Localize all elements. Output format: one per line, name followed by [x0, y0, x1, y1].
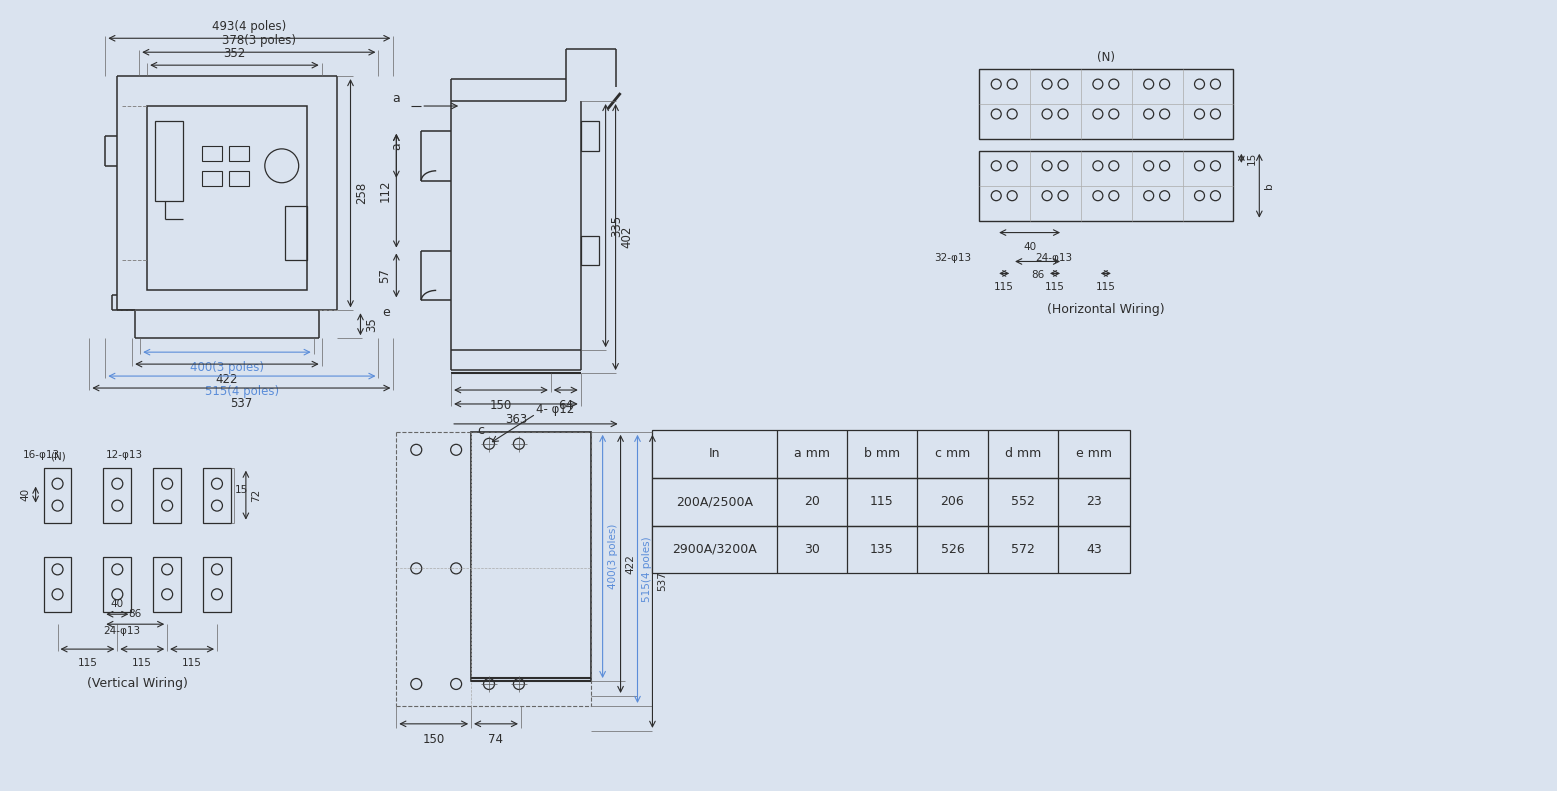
Text: 2900A/3200A: 2900A/3200A	[673, 543, 757, 556]
Text: 12-φ13: 12-φ13	[106, 450, 143, 460]
Text: 35: 35	[366, 317, 378, 331]
Bar	[202, 558, 230, 612]
Text: 200A/2500A: 200A/2500A	[676, 495, 754, 508]
Text: c mm: c mm	[934, 447, 970, 460]
Text: 15: 15	[235, 485, 248, 494]
Text: 400(3 poles): 400(3 poles)	[607, 524, 618, 589]
Text: 86: 86	[1031, 271, 1045, 281]
Text: e: e	[383, 306, 391, 319]
Text: 422: 422	[216, 373, 238, 386]
Text: 537: 537	[230, 397, 252, 410]
Text: 30: 30	[803, 543, 821, 556]
Bar	[44, 467, 72, 523]
Bar	[285, 206, 307, 260]
Text: a: a	[389, 142, 403, 149]
Text: 115: 115	[870, 495, 894, 508]
Text: 115: 115	[1096, 282, 1116, 293]
Text: 526: 526	[940, 543, 964, 556]
Text: 24-φ13: 24-φ13	[1035, 253, 1073, 263]
Text: 206: 206	[940, 495, 964, 508]
Text: 40: 40	[20, 488, 31, 501]
Text: a: a	[392, 92, 400, 104]
Text: a mm: a mm	[794, 447, 830, 460]
Bar	[229, 146, 249, 161]
Text: 57: 57	[378, 268, 391, 283]
Bar	[581, 236, 598, 266]
Text: 115: 115	[78, 658, 98, 668]
Text: 378(3 poles): 378(3 poles)	[221, 34, 296, 47]
Text: 32-φ13: 32-φ13	[934, 253, 972, 263]
Bar	[581, 121, 598, 151]
Bar	[229, 171, 249, 186]
Text: 402: 402	[621, 226, 634, 248]
Text: b: b	[1264, 183, 1274, 189]
Text: 150: 150	[422, 732, 445, 746]
Text: 74: 74	[489, 732, 503, 746]
Text: 64: 64	[559, 399, 573, 412]
Bar	[103, 558, 131, 612]
Text: (Vertical Wiring): (Vertical Wiring)	[87, 677, 188, 690]
Bar	[103, 467, 131, 523]
Text: 43: 43	[1087, 543, 1102, 556]
Text: 40: 40	[1023, 241, 1035, 252]
Text: 115: 115	[182, 658, 202, 668]
Text: 335: 335	[610, 214, 624, 237]
Bar	[979, 69, 1233, 139]
Text: 115: 115	[995, 282, 1014, 293]
Bar	[202, 146, 223, 161]
Text: 400(3 poles): 400(3 poles)	[190, 361, 265, 374]
Text: (N): (N)	[50, 452, 65, 462]
Text: 86: 86	[129, 609, 142, 619]
Text: 4- φ12: 4- φ12	[536, 403, 575, 416]
Text: 135: 135	[870, 543, 894, 556]
Text: b mm: b mm	[864, 447, 900, 460]
Text: 552: 552	[1010, 495, 1035, 508]
Text: 24-φ13: 24-φ13	[103, 626, 140, 636]
Bar	[652, 478, 1130, 525]
Text: 258: 258	[355, 182, 369, 204]
Bar	[148, 106, 307, 290]
Text: 40: 40	[111, 600, 125, 609]
Bar	[979, 151, 1233, 221]
Text: 16-φ13: 16-φ13	[23, 450, 59, 460]
Text: 115: 115	[1045, 282, 1065, 293]
Text: 72: 72	[251, 489, 262, 501]
Text: 15: 15	[1246, 152, 1256, 165]
Bar	[153, 558, 181, 612]
Text: 537: 537	[657, 571, 668, 592]
Text: 515(4 poles): 515(4 poles)	[206, 385, 279, 398]
Text: c: c	[478, 424, 484, 437]
Text: (N): (N)	[1096, 51, 1115, 64]
Text: (Horizontal Wiring): (Horizontal Wiring)	[1046, 303, 1165, 316]
Text: 572: 572	[1010, 543, 1035, 556]
Bar	[472, 432, 590, 681]
Text: 20: 20	[803, 495, 821, 508]
Text: 352: 352	[223, 47, 246, 60]
Bar	[202, 467, 230, 523]
Bar	[652, 525, 1130, 573]
Text: 23: 23	[1087, 495, 1102, 508]
Text: d mm: d mm	[1004, 447, 1042, 460]
Text: 150: 150	[490, 399, 512, 412]
Text: 363: 363	[504, 413, 528, 426]
Bar	[44, 558, 72, 612]
Text: 493(4 poles): 493(4 poles)	[212, 21, 286, 33]
Bar	[652, 430, 1130, 478]
Bar	[153, 467, 181, 523]
Text: e mm: e mm	[1076, 447, 1112, 460]
Bar	[202, 171, 223, 186]
Bar	[156, 121, 184, 201]
Text: 115: 115	[132, 658, 153, 668]
Text: 112: 112	[378, 180, 391, 202]
Text: 422: 422	[626, 554, 635, 573]
Text: In: In	[708, 447, 721, 460]
Text: 515(4 poles): 515(4 poles)	[643, 536, 652, 602]
